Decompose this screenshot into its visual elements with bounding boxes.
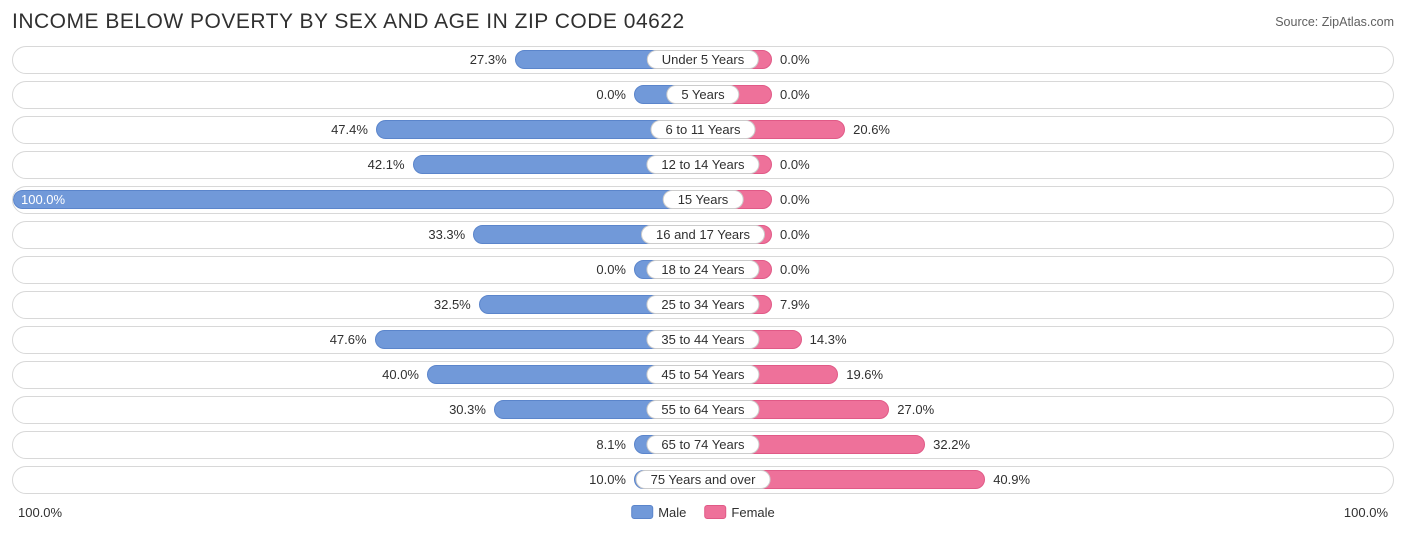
male-value: 10.0%	[589, 472, 626, 487]
female-value: 27.0%	[897, 402, 934, 417]
female-value: 32.2%	[933, 437, 970, 452]
female-value: 20.6%	[853, 122, 890, 137]
female-value: 0.0%	[780, 262, 810, 277]
male-bar	[13, 190, 703, 209]
table-row: 42.1% 0.0% 12 to 14 Years	[12, 151, 1394, 179]
table-row: 33.3% 0.0% 16 and 17 Years	[12, 221, 1394, 249]
chart-body: 27.3% 0.0% Under 5 Years 0.0% 0.0% 5 Years 47.…	[12, 46, 1394, 494]
age-label: 6 to 11 Years	[651, 120, 756, 139]
female-value: 14.3%	[810, 332, 847, 347]
table-row: 47.6% 14.3% 35 to 44 Years	[12, 326, 1394, 354]
male-value: 32.5%	[434, 297, 471, 312]
age-label: 12 to 14 Years	[646, 155, 759, 174]
table-row: 47.4% 20.6% 6 to 11 Years	[12, 116, 1394, 144]
age-label: 75 Years and over	[636, 470, 771, 489]
table-row: 8.1% 32.2% 65 to 74 Years	[12, 431, 1394, 459]
age-label: 5 Years	[666, 85, 739, 104]
male-value: 47.4%	[331, 122, 368, 137]
table-row: 10.0% 40.9% 75 Years and over	[12, 466, 1394, 494]
legend-swatch	[704, 505, 726, 519]
female-value: 0.0%	[780, 227, 810, 242]
male-value: 0.0%	[596, 262, 626, 277]
male-value: 47.6%	[330, 332, 367, 347]
legend-label: Male	[658, 505, 686, 520]
chart-footer: 100.0% Male Female 100.0%	[12, 501, 1394, 523]
table-row: 0.0% 0.0% 5 Years	[12, 81, 1394, 109]
axis-left-label: 100.0%	[18, 505, 62, 520]
male-value: 40.0%	[382, 367, 419, 382]
legend-label: Female	[731, 505, 774, 520]
male-value: 100.0%	[21, 192, 65, 207]
age-label: Under 5 Years	[647, 50, 759, 69]
male-value: 27.3%	[470, 52, 507, 67]
legend-swatch	[631, 505, 653, 519]
female-value: 40.9%	[993, 472, 1030, 487]
age-label: 25 to 34 Years	[646, 295, 759, 314]
female-value: 0.0%	[780, 52, 810, 67]
table-row: 27.3% 0.0% Under 5 Years	[12, 46, 1394, 74]
legend-item: Male	[631, 505, 686, 520]
age-label: 35 to 44 Years	[646, 330, 759, 349]
age-label: 15 Years	[663, 190, 744, 209]
male-value: 0.0%	[596, 87, 626, 102]
chart-container: INCOME BELOW POVERTY BY SEX AND AGE IN Z…	[0, 0, 1406, 531]
table-row: 40.0% 19.6% 45 to 54 Years	[12, 361, 1394, 389]
table-row: 0.0% 0.0% 18 to 24 Years	[12, 256, 1394, 284]
chart-title: INCOME BELOW POVERTY BY SEX AND AGE IN Z…	[12, 10, 685, 34]
table-row: 30.3% 27.0% 55 to 64 Years	[12, 396, 1394, 424]
age-label: 16 and 17 Years	[641, 225, 765, 244]
male-value: 30.3%	[449, 402, 486, 417]
female-value: 19.6%	[846, 367, 883, 382]
male-value: 33.3%	[428, 227, 465, 242]
age-label: 55 to 64 Years	[646, 400, 759, 419]
female-value: 7.9%	[780, 297, 810, 312]
male-value: 8.1%	[596, 437, 626, 452]
age-label: 45 to 54 Years	[646, 365, 759, 384]
chart-legend: Male Female	[631, 505, 775, 520]
table-row: 32.5% 7.9% 25 to 34 Years	[12, 291, 1394, 319]
female-value: 0.0%	[780, 157, 810, 172]
age-label: 65 to 74 Years	[646, 435, 759, 454]
female-value: 0.0%	[780, 87, 810, 102]
age-label: 18 to 24 Years	[646, 260, 759, 279]
chart-header: INCOME BELOW POVERTY BY SEX AND AGE IN Z…	[12, 10, 1394, 34]
female-value: 0.0%	[780, 192, 810, 207]
chart-source: Source: ZipAtlas.com	[1275, 15, 1394, 29]
table-row: 100.0% 0.0% 15 Years	[12, 186, 1394, 214]
legend-item: Female	[704, 505, 774, 520]
male-value: 42.1%	[368, 157, 405, 172]
axis-right-label: 100.0%	[1344, 505, 1388, 520]
